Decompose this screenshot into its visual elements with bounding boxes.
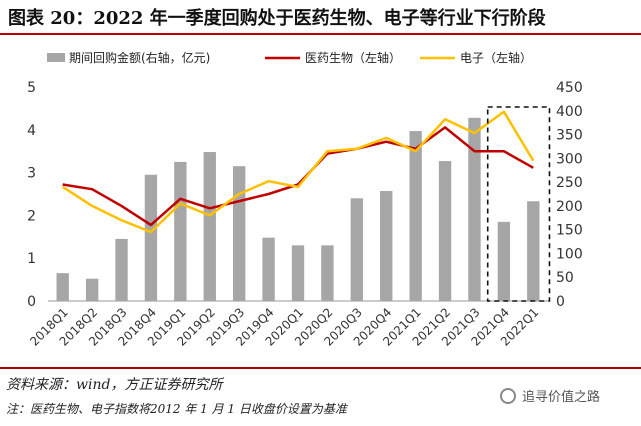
highlight-box bbox=[486, 106, 551, 302]
y-left-tick-label: 1 bbox=[27, 251, 36, 267]
bar-2021Q4 bbox=[497, 221, 511, 301]
watermark: 追寻价值之路 bbox=[500, 386, 600, 405]
y-right-tick-label: 450 bbox=[556, 80, 583, 96]
y-right-tick-label: 250 bbox=[556, 175, 583, 191]
chart-title: 图表 20：2022 年一季度回购处于医药生物、电子等行业下行阶段 bbox=[8, 8, 546, 29]
legend: 期间回购金额(右轴，亿元) 医药生物（左轴） 电子（左轴） bbox=[47, 50, 532, 65]
bar-2019Q2 bbox=[203, 152, 216, 301]
bar-2018Q1 bbox=[56, 273, 69, 301]
y-right-tick-label: 200 bbox=[556, 199, 583, 215]
source-text: 资料来源：wind，方正证券研究所 bbox=[6, 377, 223, 393]
y-left-tick-label: 3 bbox=[27, 166, 36, 182]
y-right-tick-label: 100 bbox=[556, 246, 583, 262]
bar-2021Q2 bbox=[438, 161, 452, 301]
title-rule bbox=[0, 33, 641, 35]
bar-2020Q4 bbox=[380, 191, 393, 301]
watermark-label: 追寻价值之路 bbox=[522, 390, 601, 405]
legend-swatch-buyback bbox=[47, 53, 65, 62]
y-right-tick-label: 300 bbox=[556, 151, 583, 167]
y-left-tick-label: 5 bbox=[27, 80, 36, 96]
bar-2019Q1 bbox=[174, 161, 187, 301]
bar-2018Q2 bbox=[85, 278, 99, 301]
bar-2022Q1 bbox=[527, 201, 540, 301]
y-right-tick-label: 0 bbox=[556, 294, 565, 310]
bar-2019Q3 bbox=[233, 166, 246, 301]
note-text: 注：医药生物、电子指数将2012 年 1 月 1 日收盘价设置为基准 bbox=[6, 402, 347, 416]
bar-2020Q2 bbox=[321, 245, 334, 301]
y-left-tick-label: 4 bbox=[27, 123, 36, 139]
bar-2021Q3 bbox=[468, 117, 481, 301]
bar-2018Q4 bbox=[144, 174, 158, 301]
y-right-tick-label: 350 bbox=[556, 128, 583, 144]
chart: 期间回购金额(右轴，亿元) 医药生物（左轴） 电子（左轴） 0123450501… bbox=[27, 50, 583, 349]
legend-label-electronics: 电子（左轴） bbox=[460, 50, 532, 65]
pharma-line bbox=[62, 126, 534, 227]
y-right-tick-label: 400 bbox=[556, 104, 583, 120]
bar-2021Q1 bbox=[409, 131, 422, 301]
y-left-tick-label: 2 bbox=[27, 208, 36, 224]
y-left-tick-label: 0 bbox=[27, 294, 36, 310]
footer-rule bbox=[0, 367, 641, 369]
y-right-tick-label: 150 bbox=[556, 223, 583, 239]
y-right-tick-label: 50 bbox=[556, 270, 574, 286]
legend-label-buyback: 期间回购金额(右轴，亿元) bbox=[69, 50, 210, 65]
legend-label-pharma: 医药生物（左轴） bbox=[305, 50, 401, 65]
bar-2019Q4 bbox=[262, 237, 275, 301]
bar-2020Q3 bbox=[350, 198, 363, 301]
electronics-line bbox=[62, 110, 535, 234]
wechat-icon bbox=[500, 387, 516, 404]
bar-2020Q1 bbox=[291, 245, 305, 301]
bar-2018Q3 bbox=[115, 238, 128, 301]
